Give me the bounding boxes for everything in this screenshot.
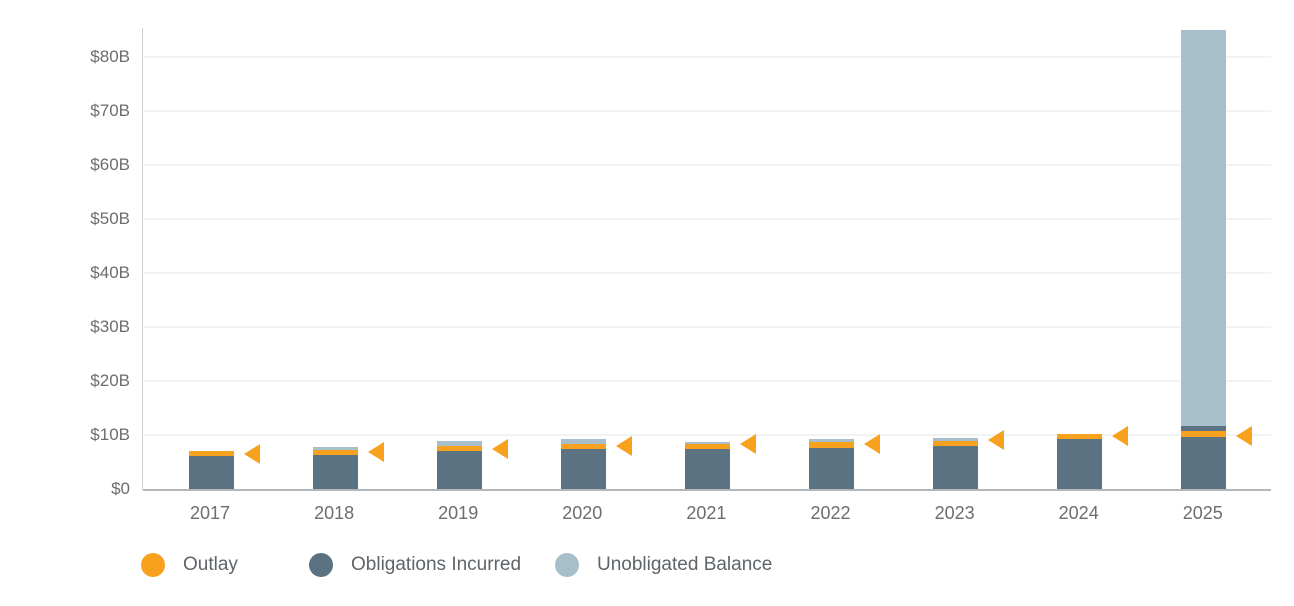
bar-segment-obligations-2020[interactable] (560, 449, 606, 489)
chart-legend: Outlay Obligations Incurred Unobligated … (0, 553, 1294, 577)
x-axis-tick-label-2022: 2022 (810, 503, 851, 523)
y-axis-tick-label: $10B (90, 425, 130, 444)
bar-segment-unobligated-2022[interactable] (809, 439, 854, 443)
gridline-60b (143, 164, 1271, 166)
x-axis-tick-label-2024: 2024 (1058, 503, 1099, 523)
x-axis-tick-label-2017: 2017 (189, 503, 231, 523)
gridline-30b (143, 326, 1271, 328)
x-axis-tick-label-2023: 2023 (934, 503, 975, 523)
bar-segment-outlay-2025[interactable] (1181, 431, 1227, 437)
bar-segment-outlay-2018[interactable] (312, 450, 358, 455)
bar-segment-unobligated-2025[interactable] (1181, 29, 1227, 426)
bar-segment-obligations-2021[interactable] (684, 449, 730, 489)
gridline-50b (143, 218, 1271, 220)
bar-segment-obligations-2022[interactable] (809, 447, 854, 489)
outlay-marker-triangle-2022[interactable] (864, 433, 880, 454)
gridline-20b (143, 380, 1271, 382)
x-axis-tick-label-2019: 2019 (438, 503, 479, 523)
y-axis-tick-label: $20B (90, 371, 130, 390)
gridline-10b (143, 434, 1271, 436)
bar-segment-outlay-2023[interactable] (933, 440, 979, 446)
bar-segment-obligations-2025[interactable] (1181, 436, 1227, 489)
bar-segment-obligations-2019[interactable] (436, 451, 482, 489)
y-axis-tick-label: $70B (90, 101, 130, 120)
bar-segment-outlay-2021[interactable] (684, 444, 730, 450)
gridline-70b (143, 110, 1271, 112)
x-axis-tick-label-2020: 2020 (562, 503, 603, 523)
obligations-incurred-legend-dot (309, 553, 333, 577)
unobligated-balance-legend-label: Unobligated Balance (597, 554, 773, 575)
bar-segment-obligations-2024[interactable] (1057, 438, 1103, 489)
outlay-legend-dot (141, 553, 165, 577)
outlay-marker-triangle-2018[interactable] (367, 442, 384, 463)
plot-area (142, 28, 1271, 491)
bar-segment-unobligated-2019[interactable] (436, 441, 482, 446)
bar-segment-unobligated-2023[interactable] (933, 437, 979, 441)
bar-segment-outlay-2019[interactable] (436, 445, 482, 452)
outlay-marker-triangle-2017[interactable] (243, 443, 260, 464)
y-axis-tick-label: $40B (90, 263, 130, 282)
bar-segment-outlay-2017[interactable] (188, 451, 234, 457)
x-axis-tick-label-2018: 2018 (314, 503, 355, 523)
outlay-legend-label: Outlay (183, 554, 238, 575)
y-axis-tick-label: $50B (90, 209, 130, 228)
bar-segment-outlay-2020[interactable] (560, 443, 606, 450)
x-axis-tick-label-2025: 2025 (1182, 503, 1223, 523)
outlay-marker-triangle-2021[interactable] (739, 434, 756, 455)
bar-segment-obligations-2017[interactable] (188, 456, 234, 489)
bar-segment-obligations-2023[interactable] (933, 445, 979, 489)
outlay-marker-triangle-2023[interactable] (988, 429, 1005, 450)
unobligated-balance-legend-dot (555, 553, 579, 577)
bar-segment-unobligated-2020[interactable] (560, 438, 606, 444)
outlay-marker-triangle-2025[interactable] (1236, 425, 1253, 446)
gridline-80b (143, 56, 1271, 58)
y-axis-tick-label: $60B (90, 155, 130, 174)
y-axis-tick-label: $80B (90, 47, 130, 66)
outlay-marker-triangle-2024[interactable] (1112, 426, 1129, 447)
bar-segment-outlay-2022[interactable] (809, 442, 854, 448)
bar-segment-unobligated-2021[interactable] (684, 442, 730, 445)
bar-segment-unobligated-2018[interactable] (312, 446, 358, 451)
bar-segment-obligations-2025[interactable] (1181, 425, 1227, 432)
outlay-marker-triangle-2019[interactable] (491, 438, 508, 459)
y-axis-tick-label: $30B (90, 317, 130, 336)
y-axis-tick-label: $0 (111, 479, 130, 498)
obligations-incurred-legend-label: Obligations Incurred (351, 554, 522, 575)
gridline-40b (143, 272, 1271, 274)
bar-segment-obligations-2018[interactable] (312, 454, 358, 489)
bar-segment-outlay-2024[interactable] (1057, 433, 1103, 439)
outlay-marker-triangle-2020[interactable] (615, 436, 632, 457)
x-axis-tick-label-2021: 2021 (686, 503, 727, 523)
x-axis-line (143, 489, 1271, 491)
